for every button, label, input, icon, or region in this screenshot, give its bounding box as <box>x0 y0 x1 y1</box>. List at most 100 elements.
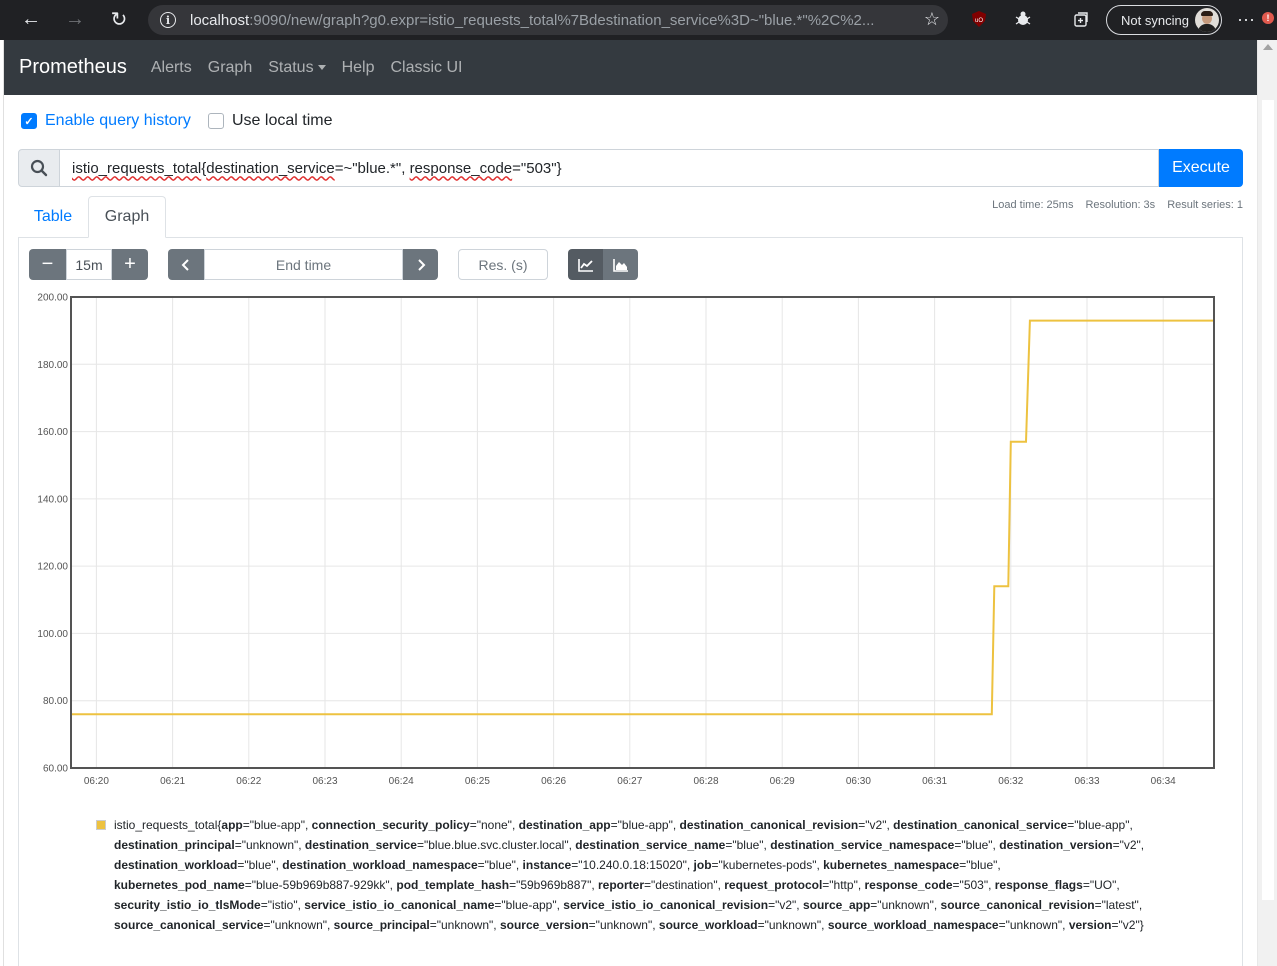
notification-badge[interactable]: ! <box>1262 12 1274 24</box>
ublock-icon[interactable]: uO <box>970 10 988 28</box>
legend-label-pair: security_istio_io_tlsMode="istio", <box>114 898 305 912</box>
enable-query-history-option[interactable]: ✓ Enable query history <box>21 112 191 130</box>
expr-matcher-1: =~"blue.*", <box>334 159 410 177</box>
result-series: Result series: 1 <box>1167 199 1243 211</box>
legend-label-pair: service_istio_io_canonical_name="blue-ap… <box>304 898 564 912</box>
end-time-input[interactable]: End time <box>204 249 403 280</box>
local-time-label[interactable]: Use local time <box>232 112 333 129</box>
nav-graph[interactable]: Graph <box>207 58 253 76</box>
caret-down-icon <box>317 65 326 70</box>
reload-icon[interactable]: ↻ <box>110 8 128 31</box>
tab-table[interactable]: Table <box>33 208 73 225</box>
tabs-divider <box>18 237 1243 238</box>
brand-logo[interactable]: Prometheus <box>19 56 127 78</box>
stacked-chart-button[interactable] <box>603 249 638 280</box>
profile-sync-button[interactable]: Not syncing <box>1106 5 1222 35</box>
legend-label-pair: reporter="destination", <box>598 878 725 892</box>
collections-icon[interactable] <box>1072 10 1090 28</box>
nav-alerts[interactable]: Alerts <box>150 58 192 76</box>
browser-toolbar: ← → ↻ i localhost:9090/new/graph?g0.expr… <box>0 0 1277 40</box>
info-icon[interactable]: i <box>160 12 176 28</box>
legend-label-pair: instance="10.240.0.18:15020", <box>522 858 694 872</box>
y-tick-label: 100.00 <box>37 629 68 640</box>
x-tick-label: 06:34 <box>1151 776 1176 787</box>
load-time: Load time: 25ms <box>992 199 1074 211</box>
expr-metric: istio_requests_total <box>72 159 202 177</box>
legend-label-pair: app="blue-app", <box>221 818 312 832</box>
tab-graph[interactable]: Graph <box>88 196 166 238</box>
nav-help[interactable]: Help <box>341 58 375 76</box>
local-time-checkbox[interactable] <box>208 113 224 129</box>
nav-status-label: Status <box>268 58 314 76</box>
legend-label-pair: version="v2" <box>1068 918 1140 932</box>
legend-label-pair: response_flags="UO", <box>994 878 1120 892</box>
scrollbar-thumb[interactable] <box>1262 100 1274 900</box>
legend-label-pair: service_istio_io_canonical_revision="v2"… <box>563 898 803 912</box>
nav-classic-ui[interactable]: Classic UI <box>390 58 463 76</box>
query-stats: Load time: 25ms Resolution: 3s Result se… <box>992 199 1243 211</box>
legend-series-label: istio_requests_total{app="blue-app", con… <box>114 815 1166 935</box>
url-text[interactable]: localhost:9090/new/graph?g0.expr=istio_r… <box>190 11 875 29</box>
bookmark-star-icon[interactable]: ☆ <box>923 9 940 29</box>
legend-label-pair: destination_app="blue-app", <box>518 818 680 832</box>
y-tick-label: 140.00 <box>37 494 68 505</box>
panel-border <box>18 237 19 966</box>
panel-border <box>1242 237 1243 966</box>
x-tick-label: 06:27 <box>617 776 642 787</box>
legend-label-pair: source_principal="unknown", <box>333 918 500 932</box>
x-tick-label: 06:25 <box>465 776 490 787</box>
legend-label-pair: connection_security_policy="none", <box>311 818 519 832</box>
unstacked-chart-button[interactable] <box>568 249 603 280</box>
graph-chart[interactable]: 200.00 180.00 160.00 140.00 120.00 100.00 80.0… <box>26 288 1226 788</box>
decrease-range-button[interactable]: − <box>29 249 66 280</box>
chart-series <box>71 319 1214 716</box>
page-scrollbar[interactable] <box>1257 40 1277 966</box>
area-chart-icon <box>612 258 628 272</box>
legend-label-pair: destination_workload="blue", <box>114 858 283 872</box>
expression-input[interactable]: istio_requests_total{destination_service… <box>60 149 1159 187</box>
scroll-up-icon[interactable] <box>1263 44 1273 50</box>
search-icon <box>30 159 48 177</box>
search-icon-box <box>18 149 60 187</box>
chevron-right-icon <box>417 258 425 271</box>
legend-label-pair: destination_service_namespace="blue", <box>770 838 1000 852</box>
series-line[interactable] <box>71 319 1214 716</box>
expr-label-2: response_code <box>409 159 513 177</box>
range-input[interactable]: 15m <box>66 249 112 280</box>
resolution-input[interactable]: Res. (s) <box>458 249 548 280</box>
expr-open: { <box>201 159 207 177</box>
y-tick-label: 120.00 <box>37 562 68 573</box>
legend-label-pair: source_canonical_service="unknown", <box>114 918 334 932</box>
plot-frame <box>70 296 1215 769</box>
query-history-checkbox[interactable]: ✓ <box>21 113 37 129</box>
legend-label-pair: destination_canonical_revision="v2", <box>679 818 894 832</box>
query-history-label[interactable]: Enable query history <box>45 112 191 129</box>
more-menu-icon[interactable]: ··· <box>1237 9 1255 29</box>
x-tick-label: 06:24 <box>389 776 414 787</box>
bug-extension-icon[interactable] <box>1014 10 1032 28</box>
address-bar[interactable]: i localhost:9090/new/graph?g0.expr=istio… <box>148 5 948 35</box>
x-tick-label: 06:21 <box>160 776 185 787</box>
legend-swatch[interactable] <box>96 820 106 830</box>
legend-label-pair: source_app="unknown", <box>802 898 941 912</box>
legend-label-pair: destination_canonical_service="blue-app"… <box>893 818 1133 832</box>
forward-arrow-icon[interactable]: → <box>65 7 85 30</box>
nav-status[interactable]: Status <box>268 58 326 77</box>
x-tick-label: 06:33 <box>1074 776 1099 787</box>
x-tick-label: 06:23 <box>312 776 337 787</box>
resolution: Resolution: 3s <box>1085 199 1156 211</box>
expr-label-1: destination_service <box>206 159 335 177</box>
use-local-time-option[interactable]: Use local time <box>208 112 332 130</box>
y-tick-label: 180.00 <box>37 360 68 371</box>
end-time-forward-button[interactable] <box>403 249 438 280</box>
legend-label-pair: destination_workload_namespace="blue", <box>282 858 523 872</box>
back-arrow-icon[interactable]: ← <box>21 7 41 30</box>
increase-range-button[interactable]: + <box>112 249 148 280</box>
top-navbar: Prometheus Alerts Graph Status Help Clas… <box>4 40 1257 95</box>
legend-label-pair: source_workload_namespace="unknown", <box>827 918 1069 932</box>
execute-button[interactable]: Execute <box>1159 149 1243 187</box>
end-time-back-button[interactable] <box>168 249 204 280</box>
legend-label-pair: destination_principal="unknown", <box>114 838 305 852</box>
line-chart-icon <box>577 258 593 272</box>
x-tick-label: 06:22 <box>236 776 261 787</box>
